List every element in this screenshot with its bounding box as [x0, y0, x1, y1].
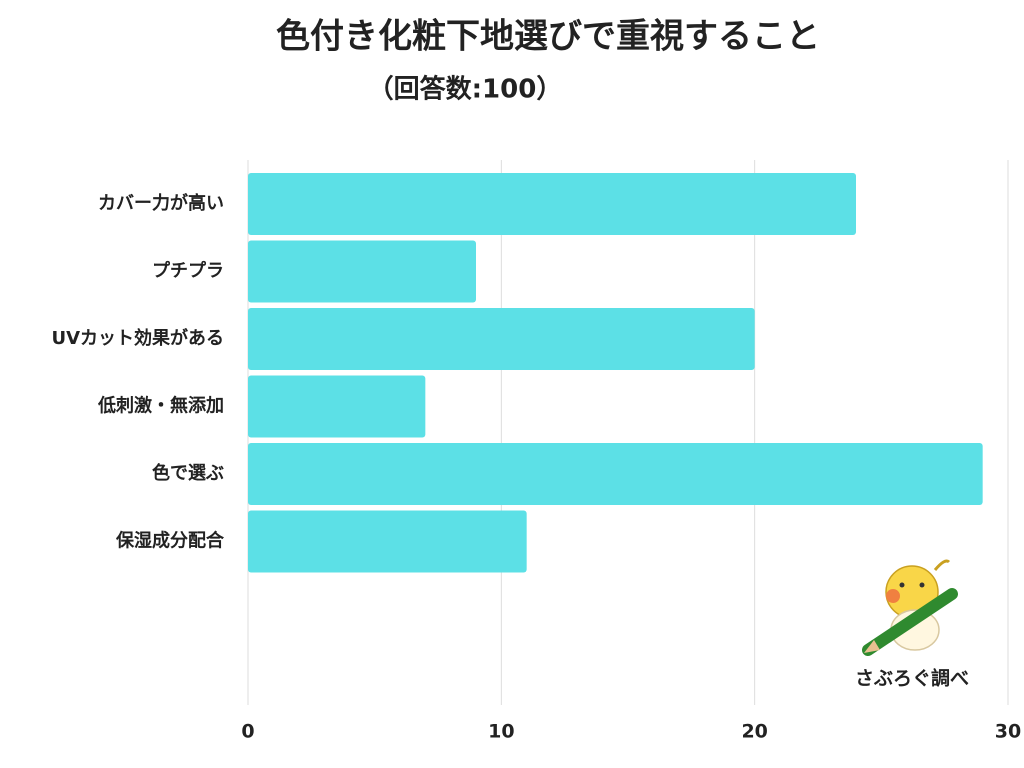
- bar: [248, 510, 527, 573]
- bar: [248, 173, 856, 235]
- y-tick-label: プチプラ: [152, 260, 224, 282]
- chart-title: 色付き化粧下地選びで重視すること: [276, 17, 820, 57]
- y-tick-label: 保湿成分配合: [115, 530, 225, 552]
- chart-subtitle: （回答数:100）: [368, 74, 563, 105]
- bar: [248, 443, 983, 505]
- y-tick-label: UVカット効果がある: [51, 327, 224, 349]
- y-tick-label: カバー力が高い: [98, 192, 224, 214]
- x-tick-label: 20: [741, 721, 767, 743]
- x-tick-label: 30: [995, 721, 1021, 743]
- bar: [248, 375, 426, 438]
- y-tick-label: 色で選ぶ: [152, 462, 224, 484]
- x-tick-label: 10: [488, 721, 514, 743]
- x-tick-label: 0: [241, 721, 254, 743]
- y-tick-label: 低刺激・無添加: [97, 395, 224, 417]
- mascot: [862, 559, 958, 656]
- bar: [248, 240, 476, 303]
- source-label: さぶろぐ調べ: [855, 667, 969, 690]
- bar: [248, 308, 755, 370]
